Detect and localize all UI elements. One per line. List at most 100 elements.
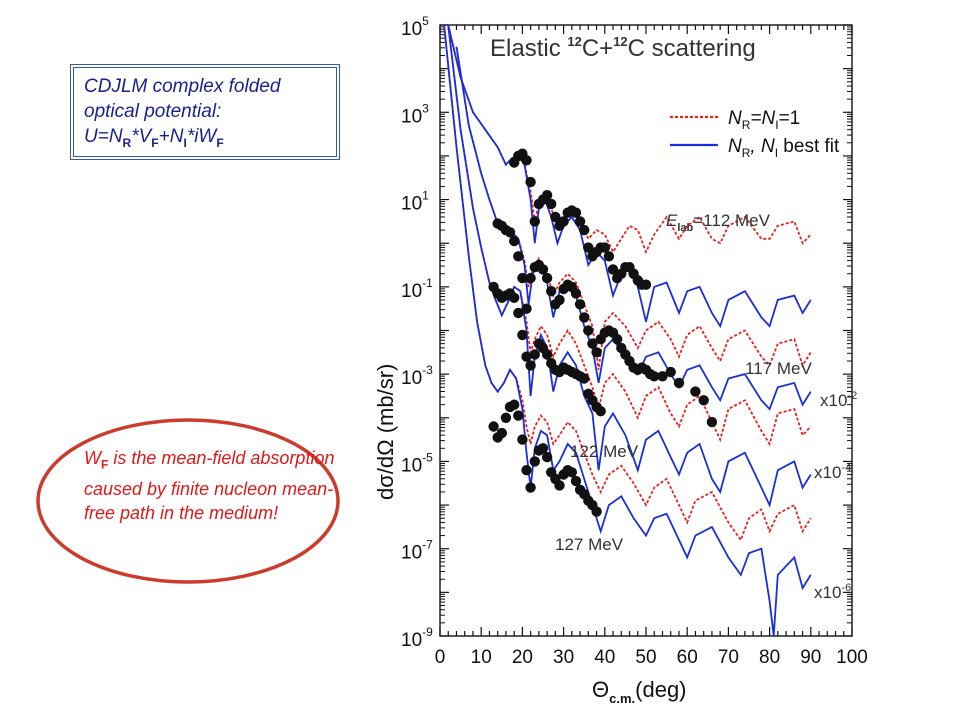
x-tick-label: 60 xyxy=(677,647,698,668)
data-point xyxy=(649,371,660,382)
data-point xyxy=(517,329,528,341)
annotation-scale-6: x10-6 xyxy=(814,582,851,602)
data-point xyxy=(513,307,524,319)
x-tick-label: 50 xyxy=(635,647,656,668)
data-point xyxy=(500,412,512,423)
data-point xyxy=(541,190,553,201)
data-point xyxy=(595,406,606,417)
data-point xyxy=(612,334,623,345)
data-point xyxy=(587,338,598,349)
title-sup2: 12 xyxy=(613,34,627,49)
y-tick-label: 10-5 xyxy=(401,450,433,476)
data-point xyxy=(570,207,582,218)
data-point xyxy=(566,467,577,478)
data-point xyxy=(521,155,532,166)
annotation-117mev: 117 MeV xyxy=(745,359,812,378)
data-point xyxy=(583,242,594,253)
data-point xyxy=(657,371,668,382)
potential-info-box: CDJLM complex folded optical potential: … xyxy=(70,64,340,160)
data-point xyxy=(541,349,553,360)
data-point xyxy=(521,351,532,362)
y-tick-label: 10-3 xyxy=(401,363,433,389)
data-point xyxy=(570,475,582,487)
info-line-3: U=NR*VF+NI*iWF xyxy=(84,126,224,150)
annotation-scale-2: x10-2 xyxy=(820,390,857,410)
y-tick-label: 105 xyxy=(401,14,429,40)
data-point xyxy=(603,251,615,262)
red-curve-1 xyxy=(455,46,812,370)
data-point xyxy=(529,456,540,467)
data-point xyxy=(665,366,676,378)
data-point xyxy=(579,224,590,236)
data-point xyxy=(554,294,565,306)
data-point xyxy=(570,288,582,299)
y-tick-label: 101 xyxy=(401,189,429,215)
data-point xyxy=(673,377,685,389)
annotation-122mev: 122 MeV xyxy=(570,442,639,461)
x-axis-label: Θc.m.(deg) xyxy=(592,677,687,706)
x-tick-label: 0 xyxy=(435,647,446,668)
data-point xyxy=(541,272,553,284)
x-tick-label: 40 xyxy=(594,647,615,668)
data-point xyxy=(525,272,536,284)
y-tick-label: 10-7 xyxy=(401,538,433,564)
x-tick-label: 20 xyxy=(512,647,533,668)
data-point xyxy=(525,360,536,371)
data-point xyxy=(574,299,586,310)
note-ellipse xyxy=(36,418,340,584)
annotation-112mev: Elab=112 MeV xyxy=(666,211,771,234)
data-point xyxy=(509,235,520,247)
data-point xyxy=(706,416,718,428)
data-point xyxy=(496,427,507,439)
data-point xyxy=(517,272,528,284)
x-tick-label: 80 xyxy=(759,647,780,668)
x-tick-label: 100 xyxy=(836,647,868,668)
data-point xyxy=(537,264,549,275)
data-point xyxy=(529,349,540,360)
x-tick-label: 30 xyxy=(553,647,574,668)
annotation-scale-4: x10-4 xyxy=(814,462,851,482)
data-point xyxy=(488,421,499,432)
data-point xyxy=(509,292,520,303)
legend-red-label: NR=NI=1 xyxy=(728,108,800,132)
data-points xyxy=(488,148,718,517)
red-curve-2 xyxy=(447,24,812,447)
data-point xyxy=(591,506,602,517)
y-tick-labels: 105 103 101 10-1 10-3 10-5 10-7 10-9 xyxy=(401,14,433,651)
data-point xyxy=(517,434,528,445)
data-point xyxy=(579,312,590,323)
info-line-1: CDJLM complex folded xyxy=(84,76,281,97)
data-point xyxy=(546,198,557,210)
data-point xyxy=(513,251,524,262)
y-tick-label: 10-1 xyxy=(401,276,433,302)
y-tick-label: 103 xyxy=(401,101,429,127)
annotation-127mev: 127 MeV xyxy=(555,535,624,554)
red-curve-3 xyxy=(443,24,812,542)
data-point xyxy=(509,399,520,410)
blue-curve-0 xyxy=(447,24,812,329)
data-point xyxy=(541,451,553,463)
x-label-unit: (deg) xyxy=(635,677,686,702)
data-point xyxy=(579,373,590,384)
title-suffix: C scattering xyxy=(628,35,756,62)
data-point xyxy=(537,443,549,454)
title-prefix: Elastic xyxy=(490,35,567,62)
legend-blue-label: NR, NI best fit xyxy=(728,136,840,160)
data-point xyxy=(574,216,586,227)
info-line-2: optical potential: xyxy=(84,101,222,122)
data-point xyxy=(521,303,532,314)
data-point xyxy=(698,395,709,406)
mean-field-note: WF is the mean-field absorption caused b… xyxy=(84,448,335,523)
data-point xyxy=(529,216,540,227)
x-label-theta: Θ xyxy=(592,677,609,702)
data-point xyxy=(554,480,565,491)
x-tick-label: 90 xyxy=(800,647,821,668)
blue-curve-2 xyxy=(447,24,812,508)
x-tick-labels: 0 10 20 30 40 50 60 70 80 90 100 xyxy=(435,647,868,668)
y-axis-label: dσ/dΩ (mb/sr) xyxy=(373,364,398,500)
data-point xyxy=(525,482,536,493)
data-point xyxy=(583,325,594,336)
data-point xyxy=(591,347,602,358)
data-point xyxy=(640,279,652,290)
